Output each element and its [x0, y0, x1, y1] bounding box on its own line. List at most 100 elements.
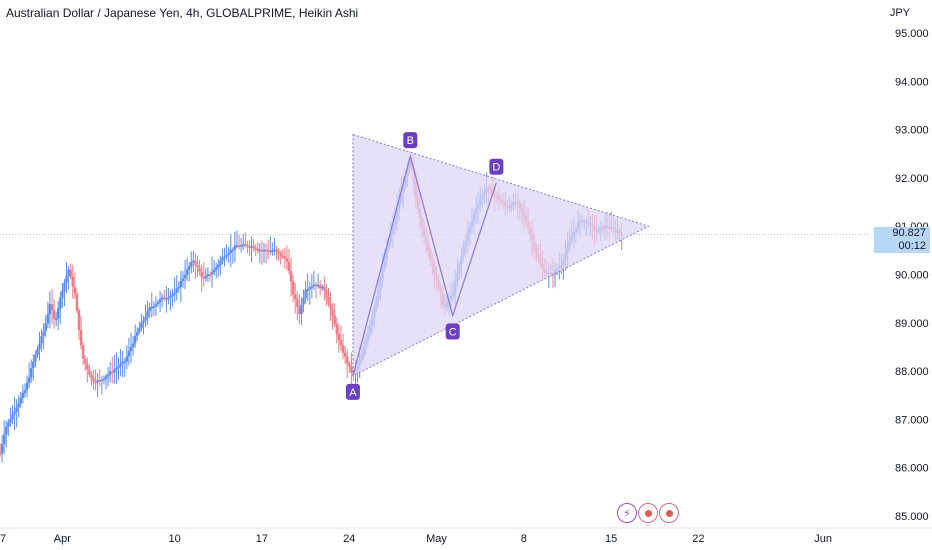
candle-body: [260, 249, 264, 252]
candle-body: [198, 267, 201, 272]
candle-body: [196, 265, 199, 268]
candle-body: [350, 366, 353, 373]
candle-body: [117, 366, 120, 368]
candle-body: [48, 304, 52, 315]
candle-body: [57, 308, 60, 319]
candle-body: [225, 254, 228, 257]
candle-body: [215, 267, 218, 270]
candle-body: [281, 255, 284, 258]
candle-body: [187, 266, 191, 270]
pattern-label-box: [345, 383, 360, 400]
candle-body: [258, 249, 262, 252]
candle-body: [256, 248, 259, 251]
candle-body: [190, 262, 193, 267]
candle-body: [308, 287, 311, 290]
price-axis[interactable]: 85.00086.00087.00088.00089.00090.00091.0…: [895, 28, 929, 523]
pattern-label-a: A: [349, 387, 357, 399]
candle-body: [181, 278, 185, 282]
candle-body: [63, 282, 66, 291]
candle-body: [106, 374, 110, 377]
candle-body: [262, 249, 266, 252]
candle-body: [235, 245, 239, 247]
candle-body: [50, 304, 54, 311]
triangle-pattern[interactable]: A B C D: [345, 132, 650, 400]
candle-body: [192, 260, 195, 263]
candle-body: [327, 297, 330, 304]
candle-body: [75, 293, 79, 311]
candle-body: [131, 343, 135, 348]
candle-body: [152, 306, 156, 308]
candle-body: [52, 310, 56, 319]
candle-body: [38, 343, 41, 350]
candle-body: [113, 369, 116, 373]
candle-body: [59, 297, 62, 309]
candle-body: [329, 303, 332, 310]
candle-body: [173, 292, 176, 295]
candle-body: [283, 256, 287, 259]
candle-body: [140, 323, 143, 329]
candle-body: [227, 253, 230, 255]
x-tick-label: 22: [692, 533, 704, 545]
candle-body: [333, 315, 336, 325]
candle-body: [269, 250, 272, 252]
candle-body: [294, 294, 297, 300]
candle-body: [17, 403, 20, 408]
candle-body: [348, 363, 351, 367]
candle-body: [36, 349, 39, 355]
x-tick-label: Jun: [814, 533, 832, 545]
candle-body: [54, 318, 58, 320]
candle-body: [289, 271, 293, 282]
pattern-zigzag: [352, 153, 497, 377]
candle-body: [160, 297, 164, 300]
candle-body: [248, 246, 251, 248]
candle-body: [298, 307, 301, 314]
y-tick-label: 86.000: [895, 463, 929, 475]
y-tick-label: 95.000: [895, 28, 929, 40]
candle-body: [148, 307, 151, 312]
candle-body: [2, 434, 6, 444]
candle-body: [0, 443, 4, 454]
candle-body: [175, 288, 178, 293]
candle-body: [316, 284, 320, 287]
candle-body: [73, 286, 77, 294]
candle-body: [237, 245, 241, 247]
candle-body: [221, 257, 224, 261]
candle-body: [183, 274, 187, 279]
triangle-area: [352, 133, 650, 377]
candle-body: [129, 347, 133, 351]
y-tick-label: 90.000: [895, 270, 929, 282]
candle-body: [300, 304, 303, 314]
candle-body: [71, 276, 74, 287]
pattern-label-b: B: [407, 135, 414, 147]
candle-body: [121, 361, 124, 364]
candle-body: [86, 363, 89, 370]
candle-body: [100, 379, 104, 382]
y-tick-label: 89.000: [895, 318, 929, 330]
candle-body: [231, 249, 235, 252]
flash-icon[interactable]: ⚡: [617, 503, 637, 523]
indicator-icons: ⚡: [617, 503, 679, 523]
candle-body: [202, 277, 205, 279]
candle-body: [179, 281, 183, 287]
candle-body: [325, 289, 328, 298]
candle-body: [0, 453, 2, 455]
pattern-label-c: C: [449, 327, 457, 339]
time-axis[interactable]: 27 Apr 10 17 24 May 8 15 22 Jun: [0, 527, 932, 545]
record-icon[interactable]: [659, 503, 679, 523]
candle-body: [108, 371, 112, 375]
y-tick-label: 93.000: [895, 125, 929, 137]
candle-body: [163, 297, 166, 299]
record-icon[interactable]: [638, 503, 658, 523]
candle-body: [21, 393, 25, 398]
candle-body: [44, 323, 47, 332]
candle-body: [312, 284, 316, 287]
candle-body: [219, 260, 222, 265]
candle-body: [119, 363, 122, 367]
candle-body: [266, 250, 270, 252]
candle-body: [335, 324, 338, 334]
last-price: 90.827: [892, 227, 926, 239]
x-tick-label: Apr: [54, 533, 71, 545]
candle-body: [341, 345, 345, 353]
candle-body: [171, 294, 174, 297]
